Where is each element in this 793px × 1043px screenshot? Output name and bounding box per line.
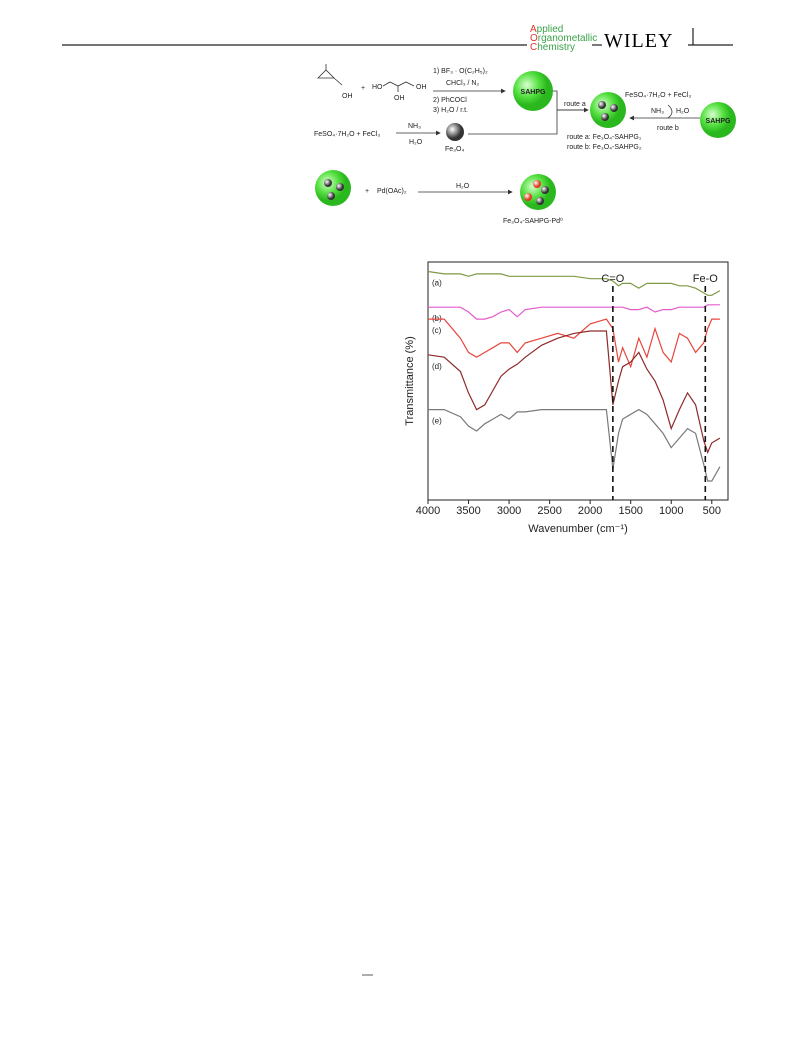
particle <box>327 192 335 200</box>
label: HO <box>372 84 383 91</box>
label: OH <box>416 84 427 91</box>
x-axis-label: Wavenumber (cm⁻¹) <box>528 523 628 535</box>
journal-name: Organometallic <box>530 33 598 44</box>
journal-name: Applied <box>530 24 564 35</box>
series-line <box>428 304 720 320</box>
arrow-curve <box>667 104 673 119</box>
label: SAHPG <box>521 89 546 96</box>
series-label: (c) <box>432 326 442 335</box>
x-tick-label: 2500 <box>537 505 561 517</box>
particle <box>324 179 332 187</box>
label: 3) H₂O / r.t. <box>433 107 468 114</box>
x-tick-label: 3500 <box>456 505 480 517</box>
chart: Wavenumber (cm⁻¹) Transmittance (%) 4000… <box>404 261 729 535</box>
label: FeSO₄·7H₂O + FeCl₃ <box>314 131 380 138</box>
label: Pd(OAc)₂ <box>377 188 407 195</box>
particle <box>601 113 609 121</box>
series-line <box>427 270 721 296</box>
particle <box>610 104 618 112</box>
particle <box>536 197 544 205</box>
sahpg-sphere <box>700 102 736 138</box>
label: OH <box>394 95 405 102</box>
label: CHCl₃ / N₂ <box>446 80 479 87</box>
y-axis-label: Transmittance (%) <box>404 336 416 425</box>
label: H₂O <box>676 108 690 115</box>
annotation-label: Fe-O <box>693 273 719 285</box>
label: route b: Fe₃O₄-SAHPG₂ <box>567 144 642 151</box>
label: route a <box>564 101 586 108</box>
epoxide <box>317 64 343 86</box>
sahpg-sphere <box>513 71 553 111</box>
series-line <box>427 330 721 455</box>
label: H₂O <box>409 139 423 146</box>
pd-particle <box>524 193 532 201</box>
scheme <box>315 64 736 976</box>
x-tick-label: 2000 <box>578 505 602 517</box>
x-tick-label: 4000 <box>416 505 440 517</box>
series-label: (a) <box>432 279 442 288</box>
series-label: (e) <box>432 417 442 426</box>
journal-name: Chemistry <box>530 42 576 53</box>
label: NH₃ <box>651 108 664 115</box>
label: FeSO₄·7H₂O + FeCl₃ <box>625 92 691 99</box>
journal-logo: Applied Organometallic Chemistry <box>530 24 598 53</box>
label: H₂O <box>456 183 470 190</box>
pd-particle <box>533 180 541 188</box>
label: 2) PhCOCl <box>433 97 467 104</box>
header-rule <box>62 28 733 46</box>
scheme-labels: OH + HO OH OH 1) BF₃ · O(C₂H₅)₂ CHCl₃ / … <box>314 68 731 225</box>
series-line <box>428 318 720 369</box>
publisher: WILEY <box>604 30 674 52</box>
annotation-label: C=O <box>601 273 624 285</box>
fe3o4-sphere <box>446 123 464 141</box>
product-sphere <box>590 92 626 128</box>
x-tick-label: 1500 <box>618 505 642 517</box>
series-label: (d) <box>432 362 442 371</box>
label: Fe₃O₄ <box>445 146 464 153</box>
label: Fe₃O₄-SAHPG-Pd⁰ <box>503 217 563 225</box>
label: route a: Fe₃O₄-SAHPG₁ <box>567 134 642 141</box>
particle <box>541 186 549 194</box>
x-tick-label: 500 <box>703 505 721 517</box>
product-sphere <box>315 170 351 206</box>
x-tick-label: 3000 <box>497 505 521 517</box>
label: + <box>365 188 369 195</box>
final-sphere <box>520 174 556 210</box>
particle <box>598 101 606 109</box>
label: OH <box>342 93 353 100</box>
label: NH₃ <box>408 123 421 130</box>
label: 1) BF₃ · O(C₂H₅)₂ <box>433 68 488 75</box>
label: + <box>361 85 365 92</box>
glycerol <box>382 81 415 92</box>
plot-frame <box>427 261 729 501</box>
series-line <box>428 408 721 482</box>
x-tick-label: 1000 <box>659 505 683 517</box>
particle <box>336 183 344 191</box>
label: route b <box>657 125 679 132</box>
label: SAHPG <box>706 118 731 125</box>
